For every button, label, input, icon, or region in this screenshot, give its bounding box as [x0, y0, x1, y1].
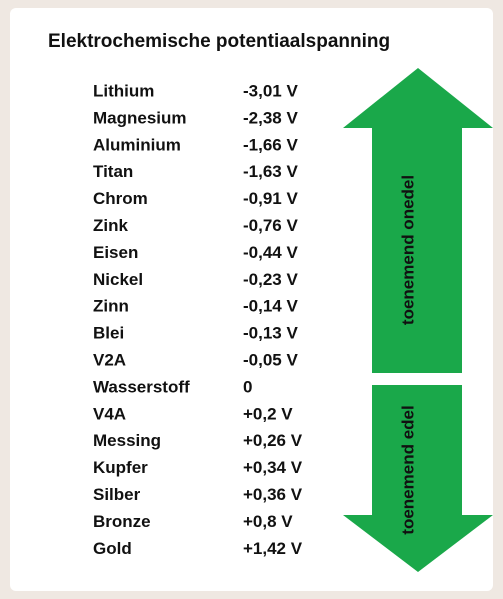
metal-name: Eisen [93, 243, 138, 262]
title: Elektrochemische potentiaalspanning [48, 31, 390, 52]
metal-name: Bronze [93, 512, 151, 531]
metal-name: V2A [93, 350, 126, 369]
metal-name: Zink [93, 216, 128, 235]
metal-name: Blei [93, 324, 124, 343]
potential: -1,66 V [243, 135, 298, 154]
metal-name: V4A [93, 404, 126, 423]
metal-name: Messing [93, 431, 161, 450]
metal-name: Kupfer [93, 458, 148, 477]
metal-name: Titan [93, 162, 133, 181]
metal-name: Magnesium [93, 108, 187, 127]
potential: +0,2 V [243, 404, 293, 423]
potential: +1,42 V [243, 539, 303, 558]
arrow-up-label: toenemend onedel [398, 175, 417, 325]
potential: -0,05 V [243, 350, 298, 369]
arrow-down-label: toenemend edel [398, 405, 417, 534]
potential: +0,36 V [243, 485, 303, 504]
metal-name: Nickel [93, 270, 143, 289]
potential: -0,44 V [243, 243, 298, 262]
metal-name: Aluminium [93, 135, 181, 154]
potential: 0 [243, 377, 252, 396]
potential: -1,63 V [243, 162, 298, 181]
metal-name: Chrom [93, 189, 148, 208]
metal-name: Wasserstoff [93, 377, 190, 396]
metal-name: Lithium [93, 81, 154, 100]
potential: -3,01 V [243, 81, 298, 100]
potential: -0,23 V [243, 270, 298, 289]
potential: +0,26 V [243, 431, 303, 450]
metal-name: Silber [93, 485, 141, 504]
potential: -0,76 V [243, 216, 298, 235]
potential: -2,38 V [243, 108, 298, 127]
potential: -0,14 V [243, 297, 298, 316]
metal-name: Zinn [93, 297, 129, 316]
arrow-down [343, 385, 493, 572]
potential: -0,13 V [243, 324, 298, 343]
arrow-up [343, 68, 493, 373]
potential: +0,34 V [243, 458, 303, 477]
potential: -0,91 V [243, 189, 298, 208]
metal-name: Gold [93, 539, 132, 558]
potential: +0,8 V [243, 512, 293, 531]
